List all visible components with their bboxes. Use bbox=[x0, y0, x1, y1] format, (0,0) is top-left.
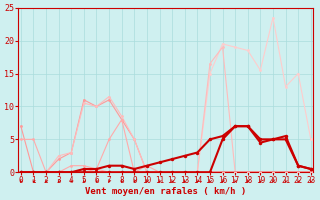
X-axis label: Vent moyen/en rafales ( km/h ): Vent moyen/en rafales ( km/h ) bbox=[85, 187, 246, 196]
